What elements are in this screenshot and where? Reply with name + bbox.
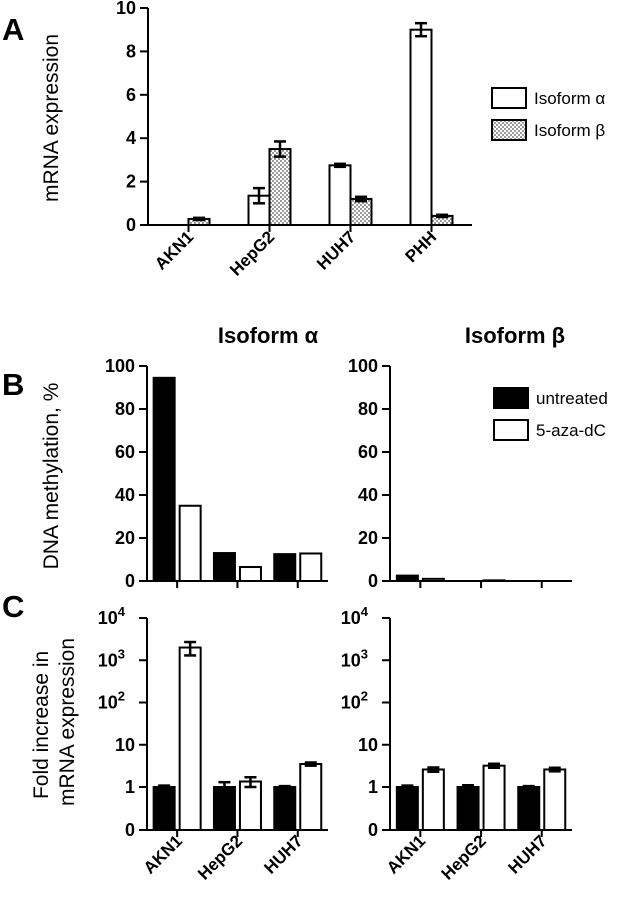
y-tick-label: 10 [115, 735, 135, 755]
y-tick-label: 0 [125, 820, 135, 840]
bar-untreated [395, 786, 419, 831]
y-tick-label: 6 [126, 85, 136, 105]
chart-panel-0: 0 2 4 6 8 10 AKN1 HepG2 HUH7 PHH [116, 0, 472, 280]
y-tick-label: 2 [126, 172, 136, 192]
category-label: HepG2 [438, 831, 490, 883]
y-tick-label: 104 [341, 604, 369, 628]
y-tick-label: 100 [105, 356, 135, 376]
y-tick-label: 10 [116, 0, 136, 18]
bar-isoform-α [409, 28, 433, 227]
legend-a-swatch-alpha [491, 87, 527, 109]
category-label: HepG2 [226, 227, 278, 279]
y-tick-label: 0 [125, 571, 135, 591]
bar-untreated [273, 786, 297, 831]
y-tick-label: 40 [115, 485, 135, 505]
bar-untreated [212, 552, 236, 582]
bar-untreated [395, 574, 419, 582]
y-tick-label: 0 [368, 571, 378, 591]
category-label: AKN1 [151, 227, 197, 273]
y-tick-label: 80 [358, 399, 378, 419]
panel-b-ylabel: DNA methylation, % [40, 383, 63, 570]
legend-a-label-beta: Isoform β [534, 121, 605, 140]
bar-untreated [273, 553, 297, 582]
y-tick-label: 103 [341, 646, 368, 670]
panel-letter-b: B [2, 367, 24, 402]
bar-5-aza-dc [299, 552, 323, 582]
panel-b-right-title: Isoform β [465, 323, 565, 348]
y-tick-label: 80 [115, 399, 135, 419]
bar-untreated [152, 376, 176, 583]
legend-b: untreated 5-aza-dC [493, 387, 608, 441]
y-tick-label: 1 [125, 777, 135, 797]
panel-c-ylabel-line2: mRNA expression [56, 638, 79, 806]
panel-letter-c: C [2, 589, 24, 624]
bar-isoform-β [268, 148, 292, 226]
legend-a: Isoform α Isoform β [491, 87, 605, 141]
legend-a-swatch-beta [491, 119, 527, 141]
y-tick-label: 60 [115, 442, 135, 462]
bar-5-aza-dc [238, 780, 262, 832]
panel-b-left-title: Isoform α [218, 323, 319, 348]
bar-5-aza-dc [421, 768, 445, 831]
category-label: HepG2 [194, 831, 246, 883]
category-label: AKN1 [383, 831, 429, 877]
y-tick-label: 20 [358, 528, 378, 548]
legend-b-label-aza: 5-aza-dC [536, 421, 606, 440]
bar-5-aza-dc [299, 763, 323, 831]
panel-letter-a: A [2, 12, 24, 47]
y-tick-label: 1 [368, 777, 378, 797]
y-tick-label: 103 [98, 646, 125, 670]
category-label: AKN1 [140, 831, 186, 877]
y-tick-label: 10 [358, 735, 378, 755]
chart-panel-3: 0 1 10 102 103 104 AKN1 HepG2 HUH7 [98, 604, 328, 884]
panel-a-ylabel: mRNA expression [40, 34, 63, 202]
bar-5-aza-dc [178, 646, 202, 832]
bar-5-aza-dc [543, 768, 567, 831]
legend-b-swatch-untreated [493, 387, 529, 409]
legend-b-label-untreated: untreated [536, 389, 608, 408]
bar-isoform-α [328, 164, 352, 226]
chart-panel-2: 0 20 40 60 80 100 [348, 356, 572, 591]
y-tick-label: 40 [358, 485, 378, 505]
y-tick-label: 102 [341, 689, 368, 713]
category-label: HUH7 [313, 227, 359, 273]
panel-c-ylabel-line1: Fold increase in [30, 651, 53, 799]
bar-isoform-β [349, 197, 373, 227]
y-tick-label: 100 [348, 356, 378, 376]
y-tick-label: 8 [126, 41, 136, 61]
legend-b-swatch-aza [493, 419, 529, 441]
bar-5-aza-dc [178, 504, 202, 582]
y-tick-label: 20 [115, 528, 135, 548]
y-tick-label: 102 [98, 689, 125, 713]
category-label: HUH7 [504, 831, 550, 877]
category-label: HUH7 [260, 831, 306, 877]
y-tick-label: 60 [358, 442, 378, 462]
chart-panel-1: 0 20 40 60 80 100 [105, 356, 328, 591]
panel-c-ylabel: Fold increase in mRNA expression [30, 638, 79, 806]
legend-a-label-alpha: Isoform α [534, 89, 605, 108]
y-tick-label: 4 [126, 128, 136, 148]
bar-5-aza-dc [421, 577, 445, 582]
bar-untreated [517, 786, 541, 831]
bar-untreated [152, 786, 176, 831]
y-tick-label: 0 [368, 820, 378, 840]
chart-panel-4: 0 1 10 102 103 104 AKN1 HepG2 HUH7 [341, 604, 572, 884]
bar-5-aza-dc [238, 566, 262, 583]
category-label: PHH [402, 227, 441, 266]
y-tick-label: 0 [126, 215, 136, 235]
bar-5-aza-dc [482, 764, 506, 831]
bar-untreated [456, 786, 480, 831]
y-tick-label: 104 [98, 604, 126, 628]
bar-5-aza-dc [482, 579, 506, 582]
